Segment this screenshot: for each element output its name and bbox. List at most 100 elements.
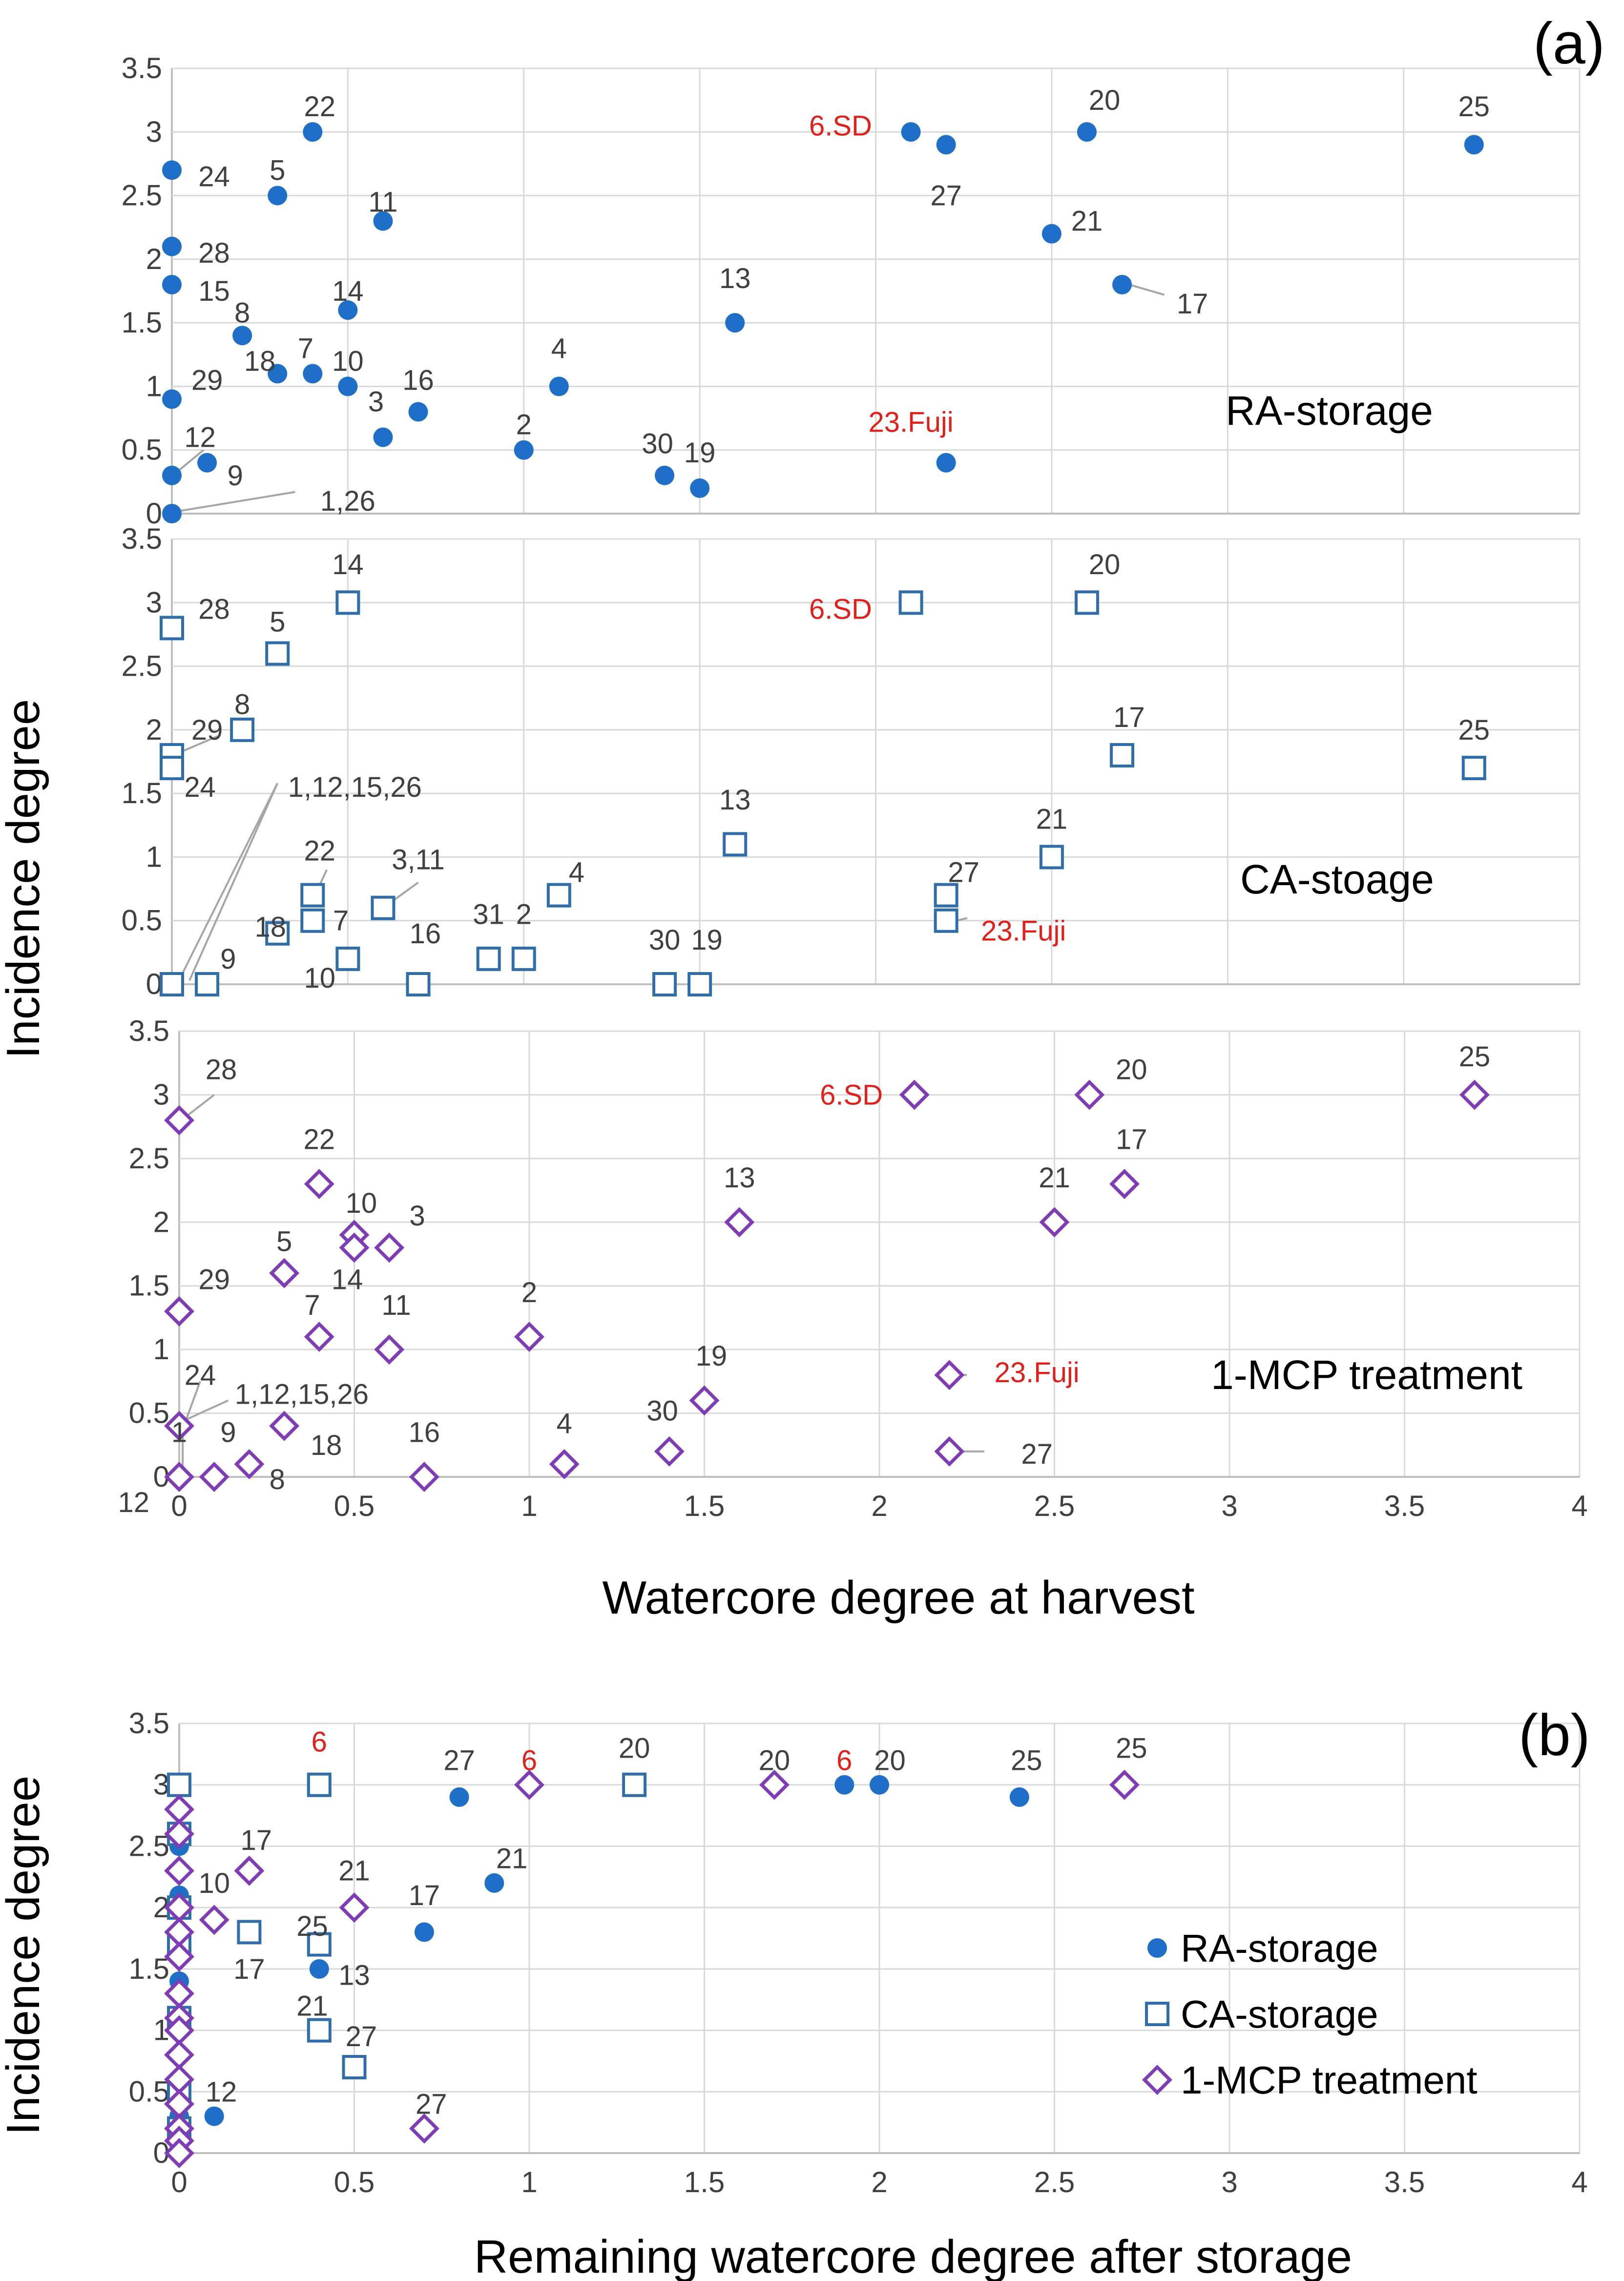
point-label: 9: [228, 460, 243, 492]
point-label: 22: [304, 835, 335, 867]
point-label: 23.Fuji: [869, 406, 954, 438]
data-point: [549, 376, 569, 396]
data-point: [300, 883, 325, 908]
data-point: [164, 2138, 194, 2168]
leader-line: [179, 491, 295, 512]
point-label: 20: [619, 1732, 650, 1764]
data-point: [160, 756, 184, 781]
data-point: [484, 1873, 504, 1893]
data-point: [1039, 845, 1064, 870]
data-point: [204, 2106, 224, 2126]
point-label: 12: [184, 422, 216, 454]
y-tick-label: 1.5: [122, 306, 162, 339]
point-label: 8: [270, 1464, 285, 1495]
data-point: [934, 1436, 965, 1467]
point-label: 14: [332, 275, 364, 307]
point-label: 17: [1113, 702, 1145, 733]
point-label: 6.SD: [820, 1079, 883, 1111]
point-label: 6: [312, 1726, 327, 1758]
point-label: 28: [198, 593, 230, 625]
point-label: 17: [233, 1953, 265, 1985]
point-label: 11: [381, 1289, 411, 1321]
data-point: [162, 236, 182, 256]
data-point: [934, 883, 958, 908]
y-tick-label: 2: [153, 1205, 169, 1238]
point-label: 30: [649, 924, 681, 956]
data-point: [265, 641, 290, 666]
data-point: [934, 1360, 965, 1390]
data-point: [655, 465, 675, 485]
data-point: [936, 453, 956, 473]
y-tick-label: 2.5: [129, 1142, 169, 1175]
data-point: [232, 326, 252, 346]
point-label: 5: [270, 606, 285, 638]
point-label: 4: [551, 332, 567, 364]
data-point: [164, 1941, 194, 1972]
data-point: [936, 135, 956, 155]
data-point: [725, 313, 745, 333]
data-point: [304, 1169, 334, 1199]
data-point: [1112, 274, 1132, 294]
data-point: [160, 616, 184, 641]
panel-title: 1-MCP treatment: [1211, 1352, 1522, 1398]
data-point: [1461, 756, 1486, 781]
x-tick-label: 2.5: [1034, 1490, 1075, 1522]
panel-title: CA-stoage: [1240, 856, 1434, 902]
point-label: 24: [185, 1359, 216, 1391]
y-tick-label: 0.5: [129, 2075, 169, 2108]
legend-marker: [1145, 2002, 1169, 2026]
point-label: 10: [346, 1187, 377, 1219]
data-point: [511, 946, 536, 971]
y-tick-label: 1: [153, 1333, 169, 1366]
data-point: [339, 1232, 370, 1263]
x-tick-label: 4: [1571, 2166, 1587, 2198]
data-point: [268, 364, 288, 384]
data-point: [234, 1449, 265, 1479]
y-tick-label: 3.5: [129, 1015, 169, 1047]
data-point: [164, 1410, 194, 1441]
data-point: [834, 1775, 854, 1795]
data-point: [723, 832, 748, 857]
point-label: 28: [198, 237, 230, 269]
data-point: [303, 122, 323, 142]
point-label: 27: [443, 1744, 475, 1776]
point-label: 19: [691, 924, 723, 956]
point-label: 19: [684, 437, 716, 469]
data-point: [374, 1232, 405, 1263]
point-label: 7: [298, 332, 313, 364]
data-point: [622, 1772, 647, 1797]
point-label: 29: [198, 1264, 230, 1296]
x-tick-label: 1.5: [684, 2166, 725, 2198]
x-tick-label: 0.5: [334, 2166, 375, 2198]
point-label: 21: [1071, 206, 1103, 237]
data-point: [1074, 1079, 1105, 1110]
x-tick-label: 0: [171, 1490, 187, 1522]
point-label: 20: [1089, 549, 1121, 581]
data-point: [546, 883, 571, 908]
point-label: 17: [1177, 288, 1208, 320]
point-label: 21: [496, 1843, 528, 1875]
point-label: 11: [368, 187, 397, 218]
point-label: 25: [1458, 714, 1490, 746]
data-point: [265, 921, 290, 946]
y-tick-label: 3: [153, 1078, 169, 1111]
point-label: 4: [557, 1408, 572, 1439]
leader-line: [178, 735, 218, 754]
point-label: 27: [948, 857, 979, 889]
data-point: [901, 122, 921, 142]
data-point: [373, 427, 393, 447]
y-tick-label: 1.5: [122, 777, 162, 809]
point-label: 12: [118, 1487, 150, 1518]
legend-entry: 1-MCP treatment: [1181, 2058, 1478, 2102]
y-tick-label: 3.5: [122, 522, 162, 555]
data-point: [237, 1920, 262, 1945]
point-label: 10: [332, 345, 364, 377]
point-label: 25: [1116, 1732, 1147, 1764]
point-label: 21: [1036, 803, 1068, 835]
point-label: 28: [206, 1054, 237, 1085]
point-label: 4: [569, 857, 584, 889]
y-tick-label: 2: [146, 713, 162, 746]
data-point: [1459, 1079, 1490, 1110]
point-label: 18: [244, 345, 276, 377]
